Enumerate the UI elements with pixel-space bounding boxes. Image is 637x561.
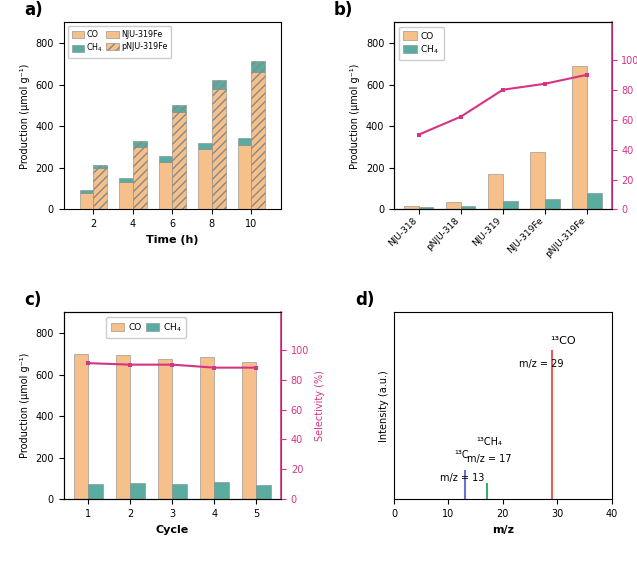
Y-axis label: Selectivity (%): Selectivity (%)	[315, 370, 325, 442]
Bar	[257, 485, 271, 499]
Bar	[159, 157, 173, 162]
Bar	[404, 206, 419, 209]
Bar	[131, 483, 145, 499]
Bar	[158, 359, 173, 499]
Bar	[159, 162, 173, 209]
Bar	[488, 174, 503, 209]
Bar	[133, 147, 147, 209]
Bar	[419, 208, 433, 209]
Bar	[242, 361, 257, 499]
Bar	[446, 202, 461, 209]
Bar	[94, 168, 107, 209]
Bar	[89, 484, 103, 499]
X-axis label: Cycle: Cycle	[156, 525, 189, 535]
Bar	[215, 482, 229, 499]
Bar	[133, 141, 147, 147]
Y-axis label: Production (μmol g⁻¹): Production (μmol g⁻¹)	[350, 63, 361, 169]
Bar	[212, 89, 225, 209]
Text: m/z = 13: m/z = 13	[440, 473, 484, 483]
Bar	[545, 200, 559, 209]
Text: m/z = 29: m/z = 29	[519, 359, 563, 369]
Bar	[238, 145, 252, 209]
Bar	[200, 357, 215, 499]
Bar	[461, 206, 475, 209]
Y-axis label: Production (μmol g⁻¹): Production (μmol g⁻¹)	[20, 353, 30, 458]
Bar	[198, 143, 212, 149]
Text: a): a)	[25, 1, 43, 19]
Text: ¹³CH₄: ¹³CH₄	[476, 437, 502, 447]
X-axis label: m/z: m/z	[492, 525, 514, 535]
Bar	[572, 66, 587, 209]
Legend: CO, CH$_4$, NJU-319Fe, pNJU-319Fe: CO, CH$_4$, NJU-319Fe, pNJU-319Fe	[68, 26, 171, 58]
Bar	[238, 138, 252, 145]
Bar	[173, 104, 186, 112]
Legend: CO, CH$_4$: CO, CH$_4$	[399, 27, 443, 61]
Text: b): b)	[333, 1, 353, 19]
Bar	[119, 182, 133, 209]
Bar	[252, 61, 265, 72]
Bar	[530, 152, 545, 209]
Bar	[94, 165, 107, 168]
Bar	[119, 178, 133, 182]
Bar	[212, 80, 225, 89]
Bar	[173, 112, 186, 209]
Bar	[503, 201, 517, 209]
X-axis label: Time (h): Time (h)	[146, 234, 199, 245]
Bar	[80, 190, 94, 193]
Legend: CO, CH$_4$: CO, CH$_4$	[106, 317, 186, 338]
Bar	[173, 484, 187, 499]
Bar	[198, 149, 212, 209]
Bar	[587, 193, 601, 209]
Text: d): d)	[355, 291, 375, 309]
Bar	[252, 72, 265, 209]
Text: m/z = 17: m/z = 17	[467, 453, 512, 463]
Bar	[74, 354, 89, 499]
Y-axis label: Intensity (a.u.): Intensity (a.u.)	[378, 370, 389, 442]
Y-axis label: Production (μmol g⁻¹): Production (μmol g⁻¹)	[20, 63, 30, 169]
Bar	[80, 193, 94, 209]
Text: ¹³CO: ¹³CO	[550, 337, 575, 347]
Text: c): c)	[25, 291, 42, 309]
Text: ¹³C: ¹³C	[455, 450, 469, 460]
Bar	[116, 355, 131, 499]
